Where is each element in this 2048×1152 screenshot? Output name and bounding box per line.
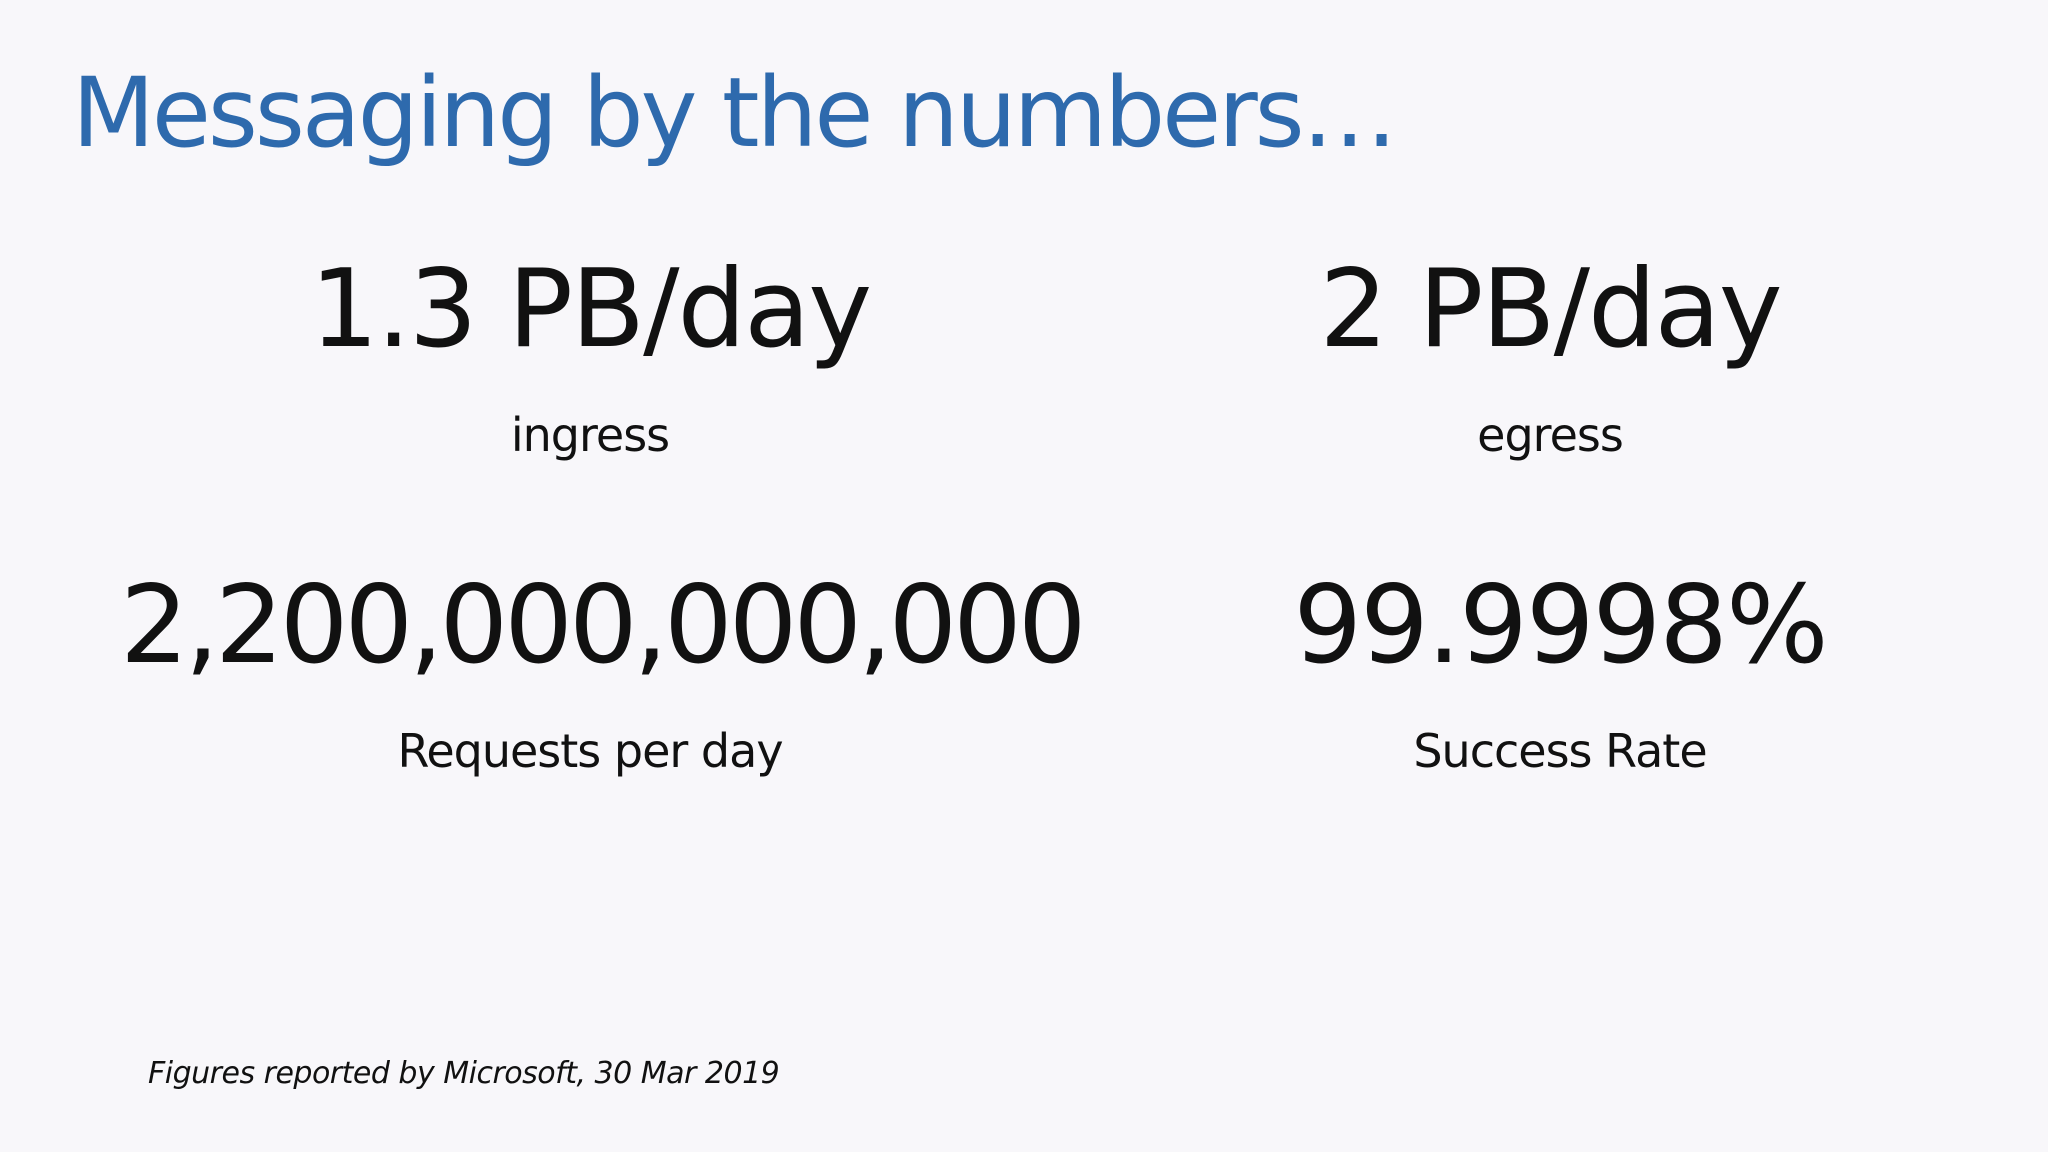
stat-requests: 2,200,000,000,000 Requests per day: [120, 563, 1087, 778]
stat-label: egress: [1477, 408, 1624, 462]
stat-label: ingress: [510, 408, 670, 462]
stat-ingress: 1.3 PB/day ingress: [290, 247, 890, 462]
footnote: Figures reported by Microsoft, 30 Mar 20…: [148, 1056, 780, 1091]
stat-value: 1.3 PB/day: [309, 247, 872, 372]
slide-title: Messaging by the numbers…: [72, 57, 1398, 169]
stat-label: Requests per day: [397, 724, 783, 778]
stat-egress: 2 PB/day egress: [1260, 247, 1840, 462]
stat-value: 2 PB/day: [1319, 247, 1782, 372]
stat-value: 2,200,000,000,000: [120, 563, 1087, 688]
stat-label: Success Rate: [1413, 724, 1707, 778]
stat-value: 99.9998%: [1293, 563, 1828, 688]
stat-success-rate: 99.9998% Success Rate: [1270, 563, 1850, 778]
